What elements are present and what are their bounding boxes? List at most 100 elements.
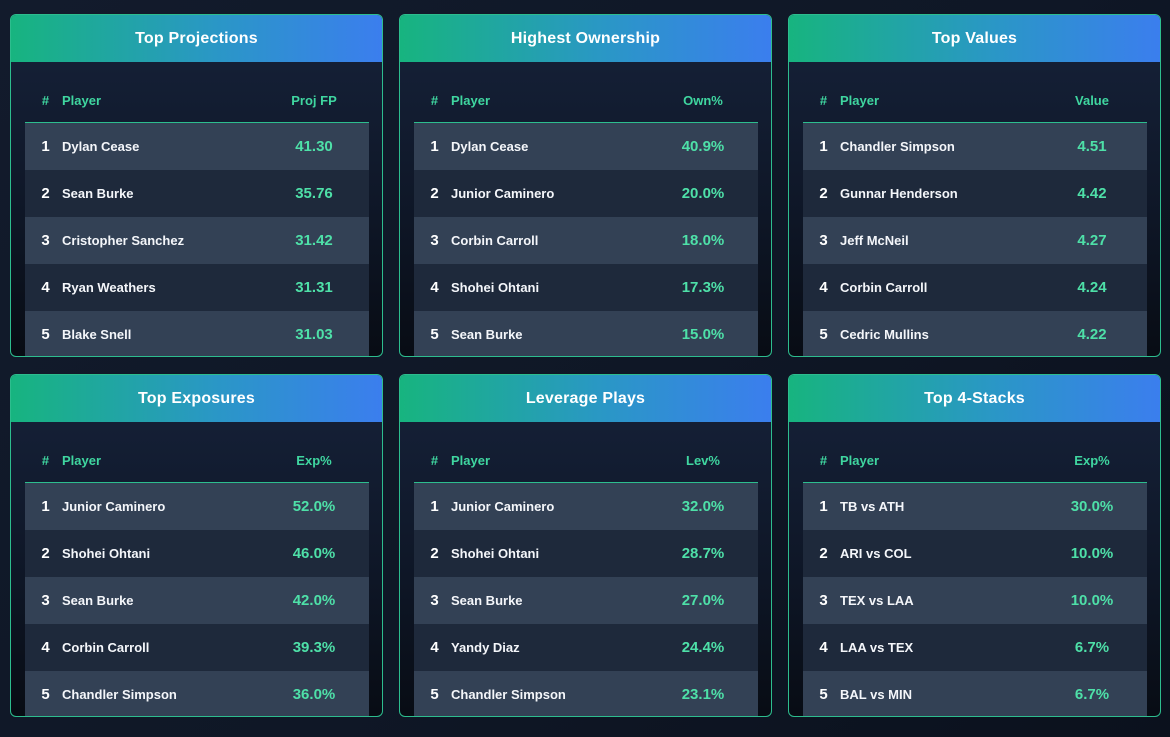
value-cell: 24.4% xyxy=(681,639,725,656)
value-cell: 4.27 xyxy=(1077,232,1107,249)
card-top-4-stacks: Top 4-Stacks # Player Exp% 1 TB vs ATH 30.… xyxy=(788,374,1161,717)
value-cell: 35.76 xyxy=(295,185,333,202)
table-row: 1 Dylan Cease 40.9% xyxy=(414,123,758,170)
table-row: 2 Shohei Ohtani 46.0% xyxy=(25,530,369,577)
table-row: 2 Junior Caminero 20.0% xyxy=(414,170,758,217)
card-leverage-plays: Leverage Plays # Player Lev% 1 Junior Cam… xyxy=(399,374,772,717)
value-cell: 31.03 xyxy=(295,326,333,343)
card-title: Top Values xyxy=(789,15,1160,62)
table-header: # Player Exp% xyxy=(803,438,1147,483)
table-row: 1 Junior Caminero 52.0% xyxy=(25,483,369,530)
card-title: Top Projections xyxy=(11,15,382,62)
player-cell: Shohei Ohtani xyxy=(451,280,540,295)
value-header: Exp% xyxy=(296,452,332,468)
table-row: 3 Cristopher Sanchez 31.42 xyxy=(25,217,369,264)
table-row: 4 Shohei Ohtani 17.3% xyxy=(414,264,758,311)
card-top-exposures: Top Exposures # Player Exp% 1 Junior Cami… xyxy=(10,374,383,717)
rank-cell: 4 xyxy=(430,639,439,656)
table-row: 4 Yandy Diaz 24.4% xyxy=(414,624,758,671)
value-cell: 42.0% xyxy=(292,592,336,609)
table-row: 4 Corbin Carroll 39.3% xyxy=(25,624,369,671)
value-cell: 6.7% xyxy=(1074,686,1110,703)
value-header: Exp% xyxy=(1074,452,1110,468)
value-header: Proj FP xyxy=(291,92,337,108)
value-cell: 10.0% xyxy=(1070,545,1114,562)
card-title: Top 4-Stacks xyxy=(789,375,1160,422)
table-header: # Player Proj FP xyxy=(25,78,369,123)
player-cell: TEX vs LAA xyxy=(840,593,914,608)
value-cell: 23.1% xyxy=(681,686,725,703)
value-cell: 41.30 xyxy=(295,138,333,155)
value-cell: 17.3% xyxy=(681,279,725,296)
rank-cell: 4 xyxy=(41,639,50,656)
rank-cell: 1 xyxy=(430,138,439,155)
player-cell: LAA vs TEX xyxy=(840,640,914,655)
rank-header: # xyxy=(430,92,439,108)
rank-cell: 3 xyxy=(41,592,50,609)
player-cell: Corbin Carroll xyxy=(840,280,928,295)
player-header: Player xyxy=(840,452,880,468)
rank-cell: 5 xyxy=(41,326,50,343)
player-cell: Junior Caminero xyxy=(451,186,555,201)
value-cell: 4.51 xyxy=(1077,138,1107,155)
table-row: 1 Chandler Simpson 4.51 xyxy=(803,123,1147,170)
rank-header: # xyxy=(819,452,828,468)
rank-cell: 2 xyxy=(819,185,828,202)
rank-header: # xyxy=(430,452,439,468)
table-row: 3 Jeff McNeil 4.27 xyxy=(803,217,1147,264)
rank-cell: 1 xyxy=(430,498,439,515)
value-cell: 46.0% xyxy=(292,545,336,562)
rank-cell: 1 xyxy=(819,138,828,155)
table-row: 2 Sean Burke 35.76 xyxy=(25,170,369,217)
table-row: 4 LAA vs TEX 6.7% xyxy=(803,624,1147,671)
value-cell: 6.7% xyxy=(1074,639,1110,656)
player-cell: Sean Burke xyxy=(62,593,134,608)
rank-cell: 1 xyxy=(41,498,50,515)
value-cell: 18.0% xyxy=(681,232,725,249)
value-cell: 30.0% xyxy=(1070,498,1114,515)
card-highest-ownership: Highest Ownership # Player Own% 1 Dylan C… xyxy=(399,14,772,357)
value-cell: 4.42 xyxy=(1077,185,1107,202)
table-header: # Player Lev% xyxy=(414,438,758,483)
card-title: Highest Ownership xyxy=(400,15,771,62)
player-cell: Corbin Carroll xyxy=(451,233,539,248)
rank-cell: 3 xyxy=(430,592,439,609)
rank-cell: 3 xyxy=(819,592,828,609)
rank-cell: 4 xyxy=(41,279,50,296)
table-row: 1 Junior Caminero 32.0% xyxy=(414,483,758,530)
player-header: Player xyxy=(840,92,880,108)
table-row: 2 Shohei Ohtani 28.7% xyxy=(414,530,758,577)
rank-cell: 4 xyxy=(819,279,828,296)
player-header: Player xyxy=(451,92,491,108)
card-top-values: Top Values # Player Value 1 Chandler Simp… xyxy=(788,14,1161,357)
player-cell: Junior Caminero xyxy=(62,499,166,514)
rank-cell: 5 xyxy=(819,326,828,343)
rank-cell: 2 xyxy=(41,545,50,562)
card-top-projections: Top Projections # Player Proj FP 1 Dylan … xyxy=(10,14,383,357)
rank-cell: 5 xyxy=(819,686,828,703)
value-cell: 20.0% xyxy=(681,185,725,202)
value-header: Lev% xyxy=(686,452,720,468)
rank-cell: 3 xyxy=(430,232,439,249)
card-title: Leverage Plays xyxy=(400,375,771,422)
value-header: Own% xyxy=(683,92,723,108)
value-cell: 52.0% xyxy=(292,498,336,515)
table-row: 5 Chandler Simpson 36.0% xyxy=(25,671,369,716)
player-cell: Chandler Simpson xyxy=(62,687,177,702)
value-cell: 39.3% xyxy=(292,639,336,656)
rank-header: # xyxy=(41,452,50,468)
player-cell: Junior Caminero xyxy=(451,499,555,514)
player-cell: ARI vs COL xyxy=(840,546,912,561)
value-cell: 4.24 xyxy=(1077,279,1107,296)
rank-cell: 2 xyxy=(41,185,50,202)
rank-header: # xyxy=(819,92,828,108)
table-header: # Player Value xyxy=(803,78,1147,123)
table-row: 3 TEX vs LAA 10.0% xyxy=(803,577,1147,624)
table-row: 3 Corbin Carroll 18.0% xyxy=(414,217,758,264)
table-row: 5 Blake Snell 31.03 xyxy=(25,311,369,356)
rank-cell: 2 xyxy=(430,185,439,202)
value-cell: 32.0% xyxy=(681,498,725,515)
rank-cell: 4 xyxy=(430,279,439,296)
player-cell: BAL vs MIN xyxy=(840,687,912,702)
player-header: Player xyxy=(62,92,102,108)
